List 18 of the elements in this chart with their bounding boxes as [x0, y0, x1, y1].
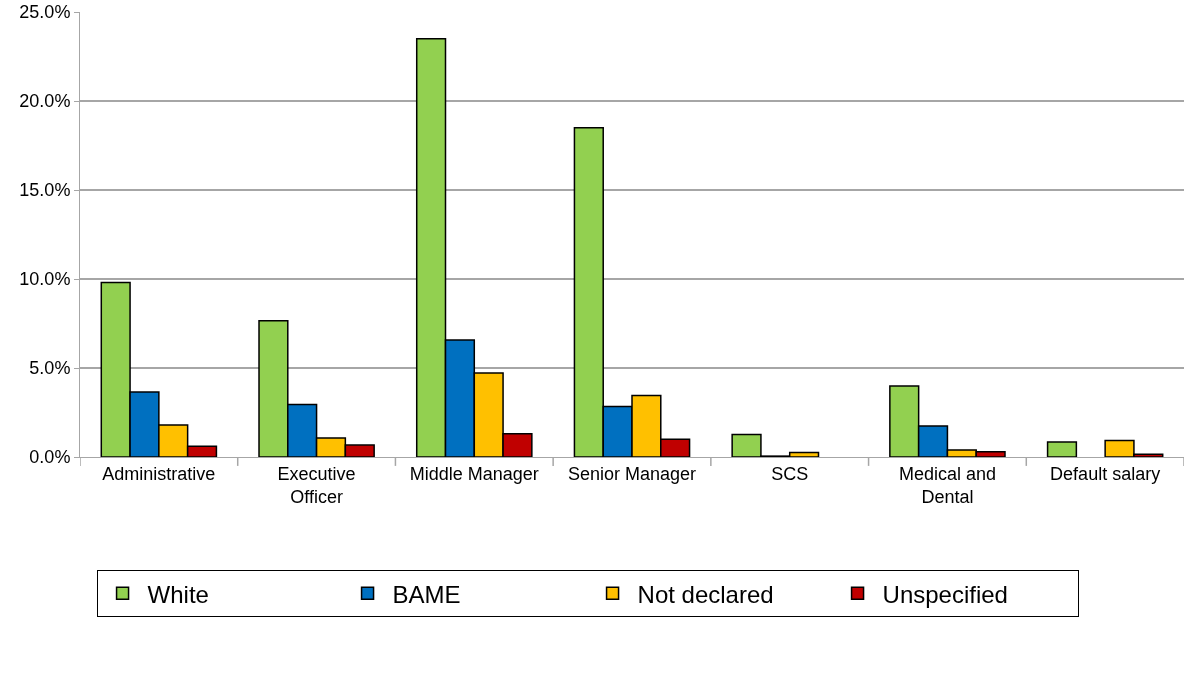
- legend-label: White: [147, 580, 209, 608]
- x-tick-label: Administrative: [102, 463, 216, 484]
- bar: [1046, 441, 1078, 457]
- y-tick-label: 5.0%: [29, 358, 71, 379]
- y-tick-label: 25.0%: [19, 2, 71, 23]
- y-tick-label: 10.0%: [19, 269, 71, 290]
- x-tick-label: Senior Manager: [567, 463, 697, 484]
- legend-label: Not declared: [637, 580, 774, 608]
- y-tick-label: 20.0%: [19, 91, 71, 112]
- x-tick-label: Middle Manager: [409, 463, 539, 484]
- legend-label: Unspecified: [882, 580, 1008, 608]
- x-tick-label: Default salary: [1050, 463, 1161, 484]
- y-tick-label: 0.0%: [29, 447, 71, 468]
- x-tick-label: Medical and Dental: [898, 463, 996, 507]
- y-tick-label: 15.0%: [19, 180, 71, 201]
- legend-label: BAME: [392, 580, 461, 608]
- x-tick-label: SCS: [771, 463, 809, 484]
- x-tick-label: Executive Officer: [277, 463, 356, 507]
